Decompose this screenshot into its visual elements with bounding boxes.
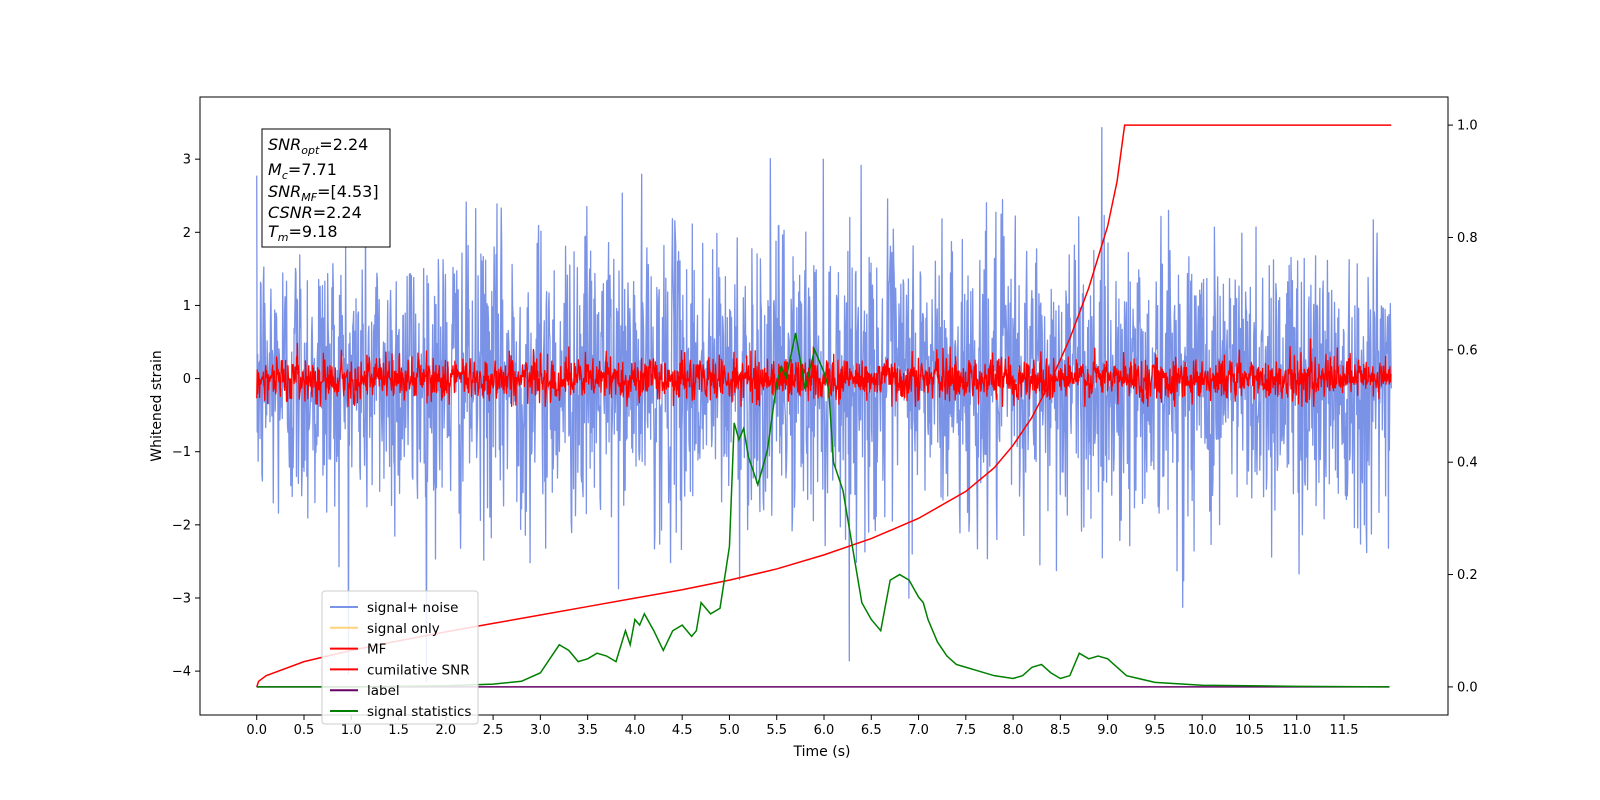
x-tick-label: 5.5	[766, 723, 787, 738]
right-y-tick-label: 0.4	[1457, 456, 1478, 471]
x-tick-label: 2.5	[483, 723, 504, 738]
x-tick-label: 3.5	[577, 723, 598, 738]
signal-plus-noise-line	[256, 127, 1392, 683]
x-tick-label: 1.0	[341, 723, 362, 738]
x-tick-label: 10.5	[1235, 723, 1264, 738]
legend-entry: signal statistics	[330, 704, 471, 720]
x-tick-label: 10.0	[1188, 723, 1217, 738]
legend-entry: label	[330, 683, 400, 699]
x-tick-label: 3.0	[530, 723, 551, 738]
x-tick-label: 4.5	[672, 723, 693, 738]
stats-box: SNRopt=2.24 Mc=7.71 SNRMF=[4.53] CSNR=2.…	[261, 128, 391, 248]
x-tick-label: 7.0	[908, 723, 929, 738]
y-tick-label: 2	[183, 226, 191, 241]
legend-label: label	[367, 683, 400, 699]
legend-label: signal statistics	[367, 704, 471, 720]
y-tick-label: 0	[183, 372, 191, 387]
mc-stat: Mc=7.71	[268, 160, 337, 182]
legend: signal+ noise signal only MF cumilative SNR…	[321, 590, 479, 725]
y-tick-label: −3	[172, 591, 191, 606]
legend-label: signal only	[367, 621, 440, 637]
right-y-tick-label: 0.2	[1457, 568, 1478, 583]
signal-statistics-line	[256, 332, 1390, 688]
x-axis-ticks: 0.0 0.5 1.0 1.5 2.0 2.5 3.0 3.5 4.0 4.5 5.0 5.5 6.0 6…	[246, 715, 1358, 738]
csnr-stat: CSNR=2.24	[268, 203, 362, 222]
x-tick-label: 6.5	[861, 723, 882, 738]
x-tick-label: 7.5	[955, 723, 976, 738]
x-tick-label: 8.5	[1050, 723, 1071, 738]
x-tick-label: 0.0	[246, 723, 267, 738]
x-tick-label: 4.0	[625, 723, 646, 738]
x-tick-label: 6.0	[814, 723, 835, 738]
legend-label: signal+ noise	[367, 600, 458, 616]
right-y-tick-label: 1.0	[1457, 119, 1478, 134]
x-axis-label: Time (s)	[793, 744, 851, 760]
right-y-axis-ticks: 1.0 0.8 0.6 0.4 0.2 0.0	[1448, 119, 1478, 695]
y-tick-label: −2	[172, 518, 191, 533]
snr-mf-stat: SNRMF=[4.53]	[268, 182, 379, 204]
y-tick-label: −1	[172, 445, 191, 460]
y-tick-label: −4	[172, 665, 191, 680]
legend-entry: signal only	[330, 621, 440, 637]
x-tick-label: 2.0	[435, 723, 456, 738]
legend-entry: MF	[330, 642, 386, 658]
legend-entry: signal+ noise	[330, 600, 458, 616]
x-tick-label: 0.5	[294, 723, 315, 738]
y-tick-label: 1	[183, 299, 191, 314]
right-y-tick-label: 0.8	[1457, 231, 1478, 246]
legend-label: cumilative SNR	[367, 662, 470, 678]
y-tick-label: 3	[183, 153, 191, 168]
x-tick-label: 9.0	[1097, 723, 1118, 738]
x-tick-label: 8.0	[1003, 723, 1024, 738]
right-y-tick-label: 0.6	[1457, 343, 1478, 358]
x-tick-label: 5.0	[719, 723, 740, 738]
y-axis-ticks: 3 2 1 0 −1 −2 −3 −4	[172, 153, 200, 680]
legend-label: MF	[367, 642, 386, 658]
right-y-tick-label: 0.0	[1457, 680, 1478, 695]
x-tick-label: 9.5	[1145, 723, 1166, 738]
x-tick-label: 1.5	[388, 723, 409, 738]
tm-stat: Tm=9.18	[268, 222, 338, 244]
mf-line	[256, 338, 1392, 408]
x-tick-label: 11.0	[1282, 723, 1311, 738]
x-tick-label: 11.5	[1330, 723, 1359, 738]
snr-opt-stat: SNRopt=2.24	[268, 135, 368, 157]
stats-box-frame	[261, 128, 391, 248]
legend-entry: cumilative SNR	[330, 662, 470, 678]
legend-frame	[321, 590, 479, 725]
y-axis-label: Whitened strain	[149, 350, 165, 461]
